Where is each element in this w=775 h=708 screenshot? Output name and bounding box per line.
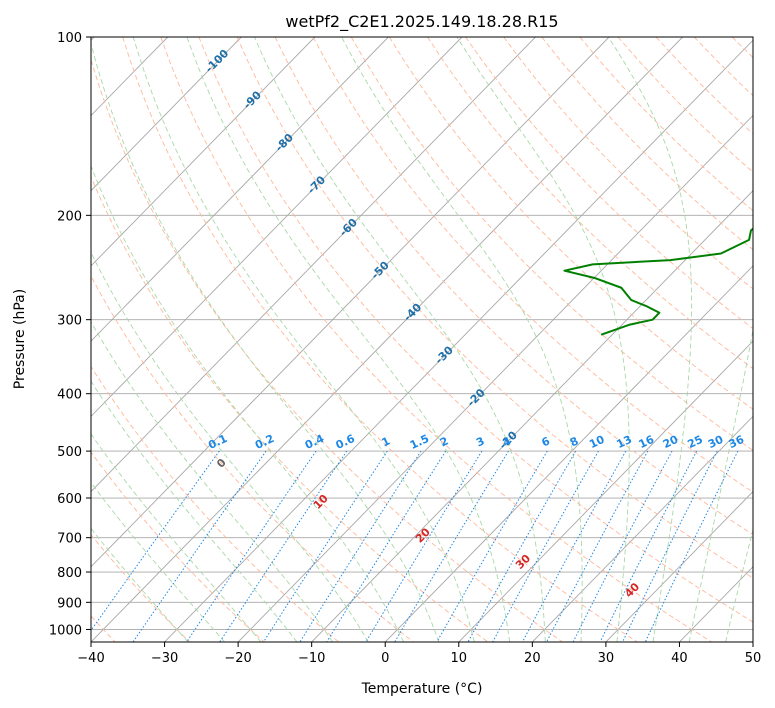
dry-adiabat-line bbox=[91, 175, 489, 642]
dry-adiabat-line bbox=[312, 37, 753, 493]
moist-adiabat-line bbox=[91, 164, 405, 642]
mixing-ratio-label: 13 bbox=[615, 433, 634, 451]
mixing-ratio-line bbox=[492, 450, 599, 642]
isotherm-line bbox=[532, 415, 753, 642]
isotherm-line bbox=[311, 190, 753, 642]
moist-adiabat-line bbox=[725, 528, 753, 642]
x-tick-label: 40 bbox=[671, 651, 688, 666]
mixing-ratio-line bbox=[546, 450, 649, 642]
x-tick-label: 50 bbox=[745, 651, 762, 666]
isotherm-line bbox=[237, 114, 753, 642]
grid-layer bbox=[91, 37, 775, 642]
y-tick-label: 600 bbox=[57, 492, 82, 507]
chart-title: wetPf2_C2E1.2025.149.18.28.R15 bbox=[285, 12, 558, 32]
mixing-ratio-line bbox=[436, 450, 548, 642]
moist-adiabat-line bbox=[91, 527, 189, 642]
mixing-ratio-label: 16 bbox=[637, 433, 657, 451]
mixing-ratio-line bbox=[522, 450, 627, 642]
isotherm-line bbox=[164, 39, 753, 642]
mixing-ratio-line bbox=[186, 450, 317, 642]
isotherm-line bbox=[91, 37, 536, 493]
x-tick-label: −10 bbox=[298, 651, 325, 666]
moist-adiabat-line bbox=[91, 380, 298, 642]
moist-adiabat-line bbox=[91, 41, 440, 642]
mixing-ratio-label: 20 bbox=[661, 433, 681, 451]
plot-frame bbox=[90, 36, 754, 643]
dry-adiabat-line bbox=[160, 37, 713, 642]
dry-adiabat-line bbox=[770, 37, 775, 642]
dry-adiabat-line bbox=[91, 275, 414, 642]
dry-adiabat-line bbox=[236, 37, 753, 579]
x-tick-label: 30 bbox=[598, 651, 615, 666]
mixing-ratio-line bbox=[622, 450, 718, 642]
mixing-ratio-line bbox=[644, 450, 739, 642]
y-tick-label: 100 bbox=[57, 31, 82, 46]
dry-adiabat-line bbox=[91, 58, 563, 642]
moist-adiabat-line bbox=[254, 37, 546, 642]
x-tick-label: −40 bbox=[77, 651, 104, 666]
dry-adiabat-line bbox=[122, 37, 638, 642]
isotherm-line bbox=[752, 641, 753, 642]
tick-layer: −40 −30 −20 −10 0 10 20 30 40 50 100 200 300 400 500 60… bbox=[49, 31, 761, 666]
isotherm-line bbox=[384, 265, 753, 642]
moist-adiabat-line bbox=[341, 37, 583, 642]
mixing-ratio-line bbox=[365, 450, 483, 642]
dewpoint-profile-line bbox=[563, 227, 753, 336]
moist-adiabat-line bbox=[688, 327, 753, 642]
y-tick-label: 500 bbox=[57, 445, 82, 460]
moist-adiabat-line bbox=[607, 37, 693, 642]
mixing-ratio-line bbox=[326, 450, 447, 642]
mixing-ratio-label: 10 bbox=[587, 433, 607, 451]
plot-background bbox=[91, 37, 753, 642]
isotherm-line bbox=[458, 340, 753, 642]
isotherm-line bbox=[91, 37, 610, 568]
isotherm-line bbox=[91, 37, 242, 192]
y-tick-label: 800 bbox=[57, 566, 82, 581]
x-tick-label: 20 bbox=[524, 651, 541, 666]
isotherm-line bbox=[605, 490, 753, 642]
moist-adiabat-line bbox=[91, 320, 334, 642]
y-tick-label: 300 bbox=[57, 314, 82, 329]
mixing-ratio-line bbox=[599, 450, 698, 642]
mixing-ratio-line bbox=[299, 450, 422, 642]
y-tick-label: 200 bbox=[57, 209, 82, 224]
y-tick-label: 1000 bbox=[49, 623, 82, 638]
dry-adiabat-line bbox=[274, 37, 753, 536]
isotherm-line bbox=[91, 37, 683, 642]
mixing-ratio-line bbox=[263, 450, 388, 642]
moist-adiabat-line bbox=[91, 433, 262, 642]
y-axis-label: Pressure (hPa) bbox=[12, 289, 28, 389]
x-tick-label: −20 bbox=[224, 651, 251, 666]
y-tick-label: 900 bbox=[57, 596, 82, 611]
mixing-ratio-line bbox=[132, 450, 267, 642]
dry-adiabat-line bbox=[198, 37, 753, 623]
x-tick-label: 0 bbox=[381, 651, 389, 666]
moist-adiabat-line bbox=[91, 251, 369, 642]
x-tick-label: 10 bbox=[451, 651, 468, 666]
x-tick-label: −30 bbox=[151, 651, 178, 666]
moist-adiabat-line bbox=[91, 481, 225, 642]
mixing-ratio-line bbox=[467, 450, 577, 642]
moist-adiabat-line bbox=[186, 37, 511, 642]
series-layer bbox=[563, 227, 753, 336]
x-axis-label: Temperature (°C) bbox=[361, 681, 483, 697]
mixing-ratio-label: 36 bbox=[727, 433, 747, 451]
isotherm-line bbox=[91, 37, 316, 267]
isotherm-line bbox=[91, 37, 463, 417]
mixing-ratio-line bbox=[572, 450, 673, 642]
mixing-ratio-label: 30 bbox=[706, 433, 726, 451]
isotherm-line bbox=[91, 37, 389, 342]
mixing-ratio-line bbox=[91, 450, 220, 632]
y-tick-label: 400 bbox=[57, 388, 82, 403]
mixing-ratio-label: 25 bbox=[686, 433, 705, 451]
moist-adiabat-line bbox=[132, 37, 475, 642]
y-tick-label: 700 bbox=[57, 532, 82, 547]
